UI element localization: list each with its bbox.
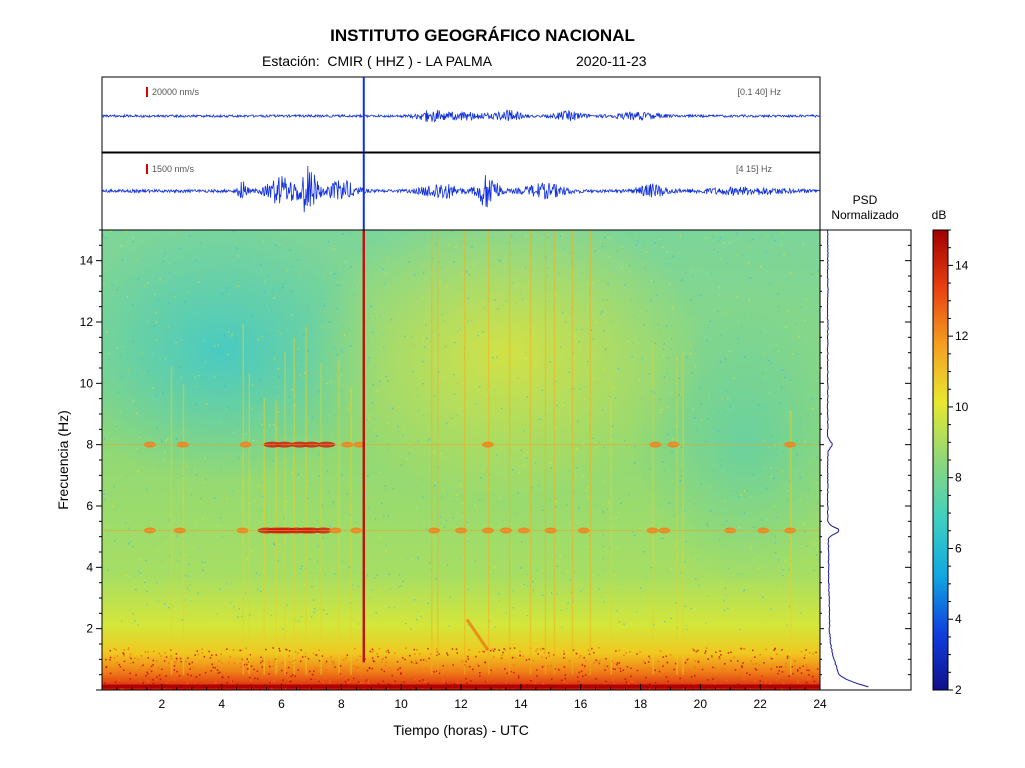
colorbar-tick-label: 6 bbox=[955, 541, 962, 555]
event-streak bbox=[529, 230, 532, 675]
event-streak bbox=[463, 230, 466, 675]
colorbar-gradient bbox=[932, 229, 949, 691]
colorbar-tick-label: 10 bbox=[955, 400, 969, 414]
psd-curve bbox=[826, 230, 869, 688]
y-tick-label: 12 bbox=[80, 315, 94, 329]
colorbar-title: dB bbox=[932, 208, 947, 222]
low-energy-region bbox=[102, 230, 392, 483]
scale-marker-1 bbox=[146, 87, 148, 97]
x-tick-label: 6 bbox=[278, 697, 285, 711]
event-streak bbox=[676, 355, 678, 675]
event-streak bbox=[553, 230, 556, 675]
event-streak bbox=[508, 230, 511, 675]
y-tick-label: 14 bbox=[80, 254, 94, 268]
station-info: Estación: CMIR ( HHZ ) - LA PALMA bbox=[262, 53, 492, 69]
x-tick-label: 16 bbox=[574, 697, 588, 711]
event-streak bbox=[544, 230, 547, 675]
event-streak bbox=[431, 230, 433, 675]
scale-marker-2 bbox=[146, 164, 148, 174]
x-axis-label: Tiempo (horas) - UTC bbox=[393, 722, 529, 738]
colorbar-tick-label: 2 bbox=[955, 683, 962, 697]
colorbar: dB 2 4 6 8 10 12 14 bbox=[932, 208, 969, 697]
x-tick-label: 12 bbox=[454, 697, 468, 711]
event-streak bbox=[682, 351, 684, 675]
y-tick-label: 8 bbox=[86, 438, 93, 452]
high-energy-region bbox=[305, 230, 706, 503]
event-streak bbox=[170, 365, 173, 675]
event-streak bbox=[589, 230, 592, 675]
psd-subtitle: Normalizado bbox=[831, 208, 899, 222]
x-tick-label: 22 bbox=[753, 697, 767, 711]
event-streak bbox=[320, 362, 322, 675]
x-tick-label: 4 bbox=[218, 697, 225, 711]
event-streak bbox=[571, 230, 574, 675]
x-tick-label: 10 bbox=[394, 697, 408, 711]
trace-panel-broadband: 20000 nm/s [0.1 40] Hz bbox=[101, 76, 821, 153]
event-streak bbox=[652, 342, 654, 675]
trace-panel-filtered: 1500 nm/s [4 15] Hz bbox=[101, 152, 821, 231]
psd-panel: PSD Normalizado bbox=[819, 193, 912, 691]
event-streak bbox=[610, 375, 612, 675]
y-tick-label: 10 bbox=[80, 376, 94, 390]
station-date: 2020-11-23 bbox=[576, 53, 647, 69]
trace1-scale-label: 20000 nm/s bbox=[152, 87, 200, 97]
x-tick-label: 14 bbox=[514, 697, 528, 711]
y-tick-label: 2 bbox=[86, 622, 93, 636]
x-tick-label: 2 bbox=[158, 697, 165, 711]
event-streak bbox=[487, 230, 490, 675]
station-value: CMIR ( HHZ ) - LA PALMA bbox=[327, 53, 493, 69]
trace2-filter-label: [4 15] Hz bbox=[736, 164, 773, 174]
y-tick-label: 6 bbox=[86, 499, 93, 513]
chart-title: INSTITUTO GEOGRÁFICO NACIONAL bbox=[330, 26, 635, 45]
event-streak bbox=[305, 326, 307, 675]
y-axis-label: Frecuencia (Hz) bbox=[55, 410, 71, 510]
y-tick-label: 4 bbox=[86, 560, 93, 574]
event-streak bbox=[284, 351, 286, 675]
colorbar-tick-label: 12 bbox=[955, 329, 969, 343]
x-tick-label: 20 bbox=[694, 697, 708, 711]
x-tick-label: 8 bbox=[338, 697, 345, 711]
event-streak bbox=[263, 397, 265, 675]
seismic-trace bbox=[102, 165, 820, 213]
psd-title: PSD bbox=[853, 193, 878, 207]
colorbar-tick-label: 8 bbox=[955, 471, 962, 485]
x-tick-label: 24 bbox=[813, 697, 827, 711]
event-streak bbox=[338, 359, 340, 675]
station-label: Estación: bbox=[262, 53, 320, 69]
event-streak bbox=[242, 322, 245, 675]
trace1-filter-label: [0.1 40] Hz bbox=[737, 87, 781, 97]
event-streak bbox=[437, 230, 439, 675]
event-streak bbox=[293, 337, 295, 675]
colorbar-tick-label: 4 bbox=[955, 612, 962, 626]
colorbar-tick-label: 14 bbox=[955, 258, 969, 272]
event-streak bbox=[248, 373, 250, 675]
event-streak bbox=[275, 400, 277, 675]
event-streak bbox=[790, 410, 792, 675]
x-tick-label: 18 bbox=[634, 697, 648, 711]
seismic-trace bbox=[102, 109, 820, 123]
trace2-scale-label: 1500 nm/s bbox=[152, 164, 195, 174]
